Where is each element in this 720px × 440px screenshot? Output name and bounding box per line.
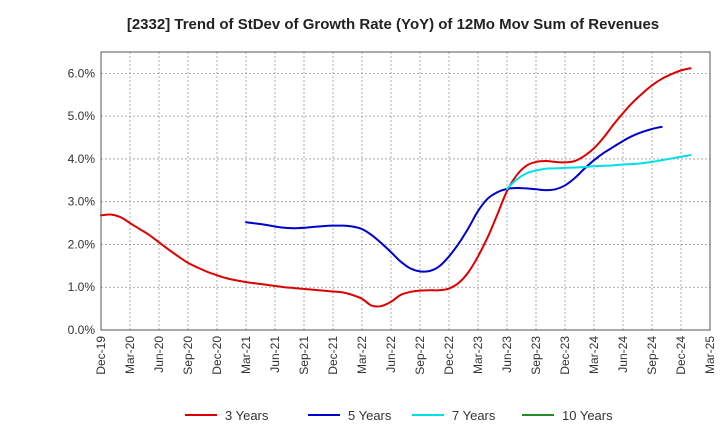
x-axis: Dec-19 Mar-20 Jun-20 Sep-20 Dec-20 Mar-21 Jun-… bbox=[94, 336, 717, 375]
legend-label-3-years: 3 Years bbox=[225, 408, 269, 423]
y-tick-label: 4.0% bbox=[68, 152, 96, 166]
legend-label-7-years: 7 Years bbox=[452, 408, 496, 423]
series-line-3-years bbox=[100, 67, 692, 308]
x-tick-label: Dec-23 bbox=[558, 336, 572, 375]
y-tick-label: 6.0% bbox=[68, 66, 96, 80]
y-tick-label: 3.0% bbox=[68, 195, 96, 209]
x-tick-label: Mar-24 bbox=[587, 336, 601, 374]
series-line-7-years bbox=[506, 154, 692, 190]
grid bbox=[100, 52, 711, 331]
y-tick-label: 5.0% bbox=[68, 109, 96, 123]
x-tick-label: Dec-22 bbox=[442, 336, 456, 375]
x-tick-label: Dec-21 bbox=[326, 336, 340, 375]
x-tick-label: Jun-20 bbox=[152, 336, 166, 373]
chart-title: [2332] Trend of StDev of Growth Rate (Yo… bbox=[127, 16, 659, 33]
x-tick-label: Jun-22 bbox=[384, 336, 398, 373]
x-tick-label: Mar-21 bbox=[239, 336, 253, 374]
x-tick-label: Jun-23 bbox=[500, 336, 514, 373]
x-tick-label: Sep-22 bbox=[413, 336, 427, 375]
legend-label-5-years: 5 Years bbox=[348, 408, 392, 423]
y-axis: 0.0% 1.0% 2.0% 3.0% 4.0% 5.0% 6.0% bbox=[68, 66, 96, 337]
x-tick-label: Mar-20 bbox=[123, 336, 137, 374]
x-tick-label: Dec-20 bbox=[210, 336, 224, 375]
legend: 3 Years 5 Years 7 Years 10 Years bbox=[185, 408, 613, 423]
x-tick-label: Mar-22 bbox=[355, 336, 369, 374]
y-tick-label: 1.0% bbox=[68, 280, 96, 294]
series-line-5-years bbox=[245, 125, 663, 273]
x-tick-label: Mar-25 bbox=[703, 336, 717, 374]
x-tick-label: Jun-21 bbox=[268, 336, 282, 373]
x-tick-label: Sep-20 bbox=[181, 336, 195, 375]
y-tick-label: 0.0% bbox=[68, 323, 96, 337]
y-tick-label: 2.0% bbox=[68, 237, 96, 251]
legend-label-10-years: 10 Years bbox=[562, 408, 613, 423]
x-tick-label: Sep-21 bbox=[297, 336, 311, 375]
x-tick-label: Jun-24 bbox=[616, 336, 630, 373]
plot-frame bbox=[100, 51, 711, 331]
x-tick-label: Dec-19 bbox=[94, 336, 108, 375]
x-tick-label: Sep-24 bbox=[645, 336, 659, 375]
x-tick-label: Dec-24 bbox=[674, 336, 688, 375]
x-tick-label: Sep-23 bbox=[529, 336, 543, 375]
x-tick-label: Mar-23 bbox=[471, 336, 485, 374]
series-lines bbox=[100, 67, 692, 308]
